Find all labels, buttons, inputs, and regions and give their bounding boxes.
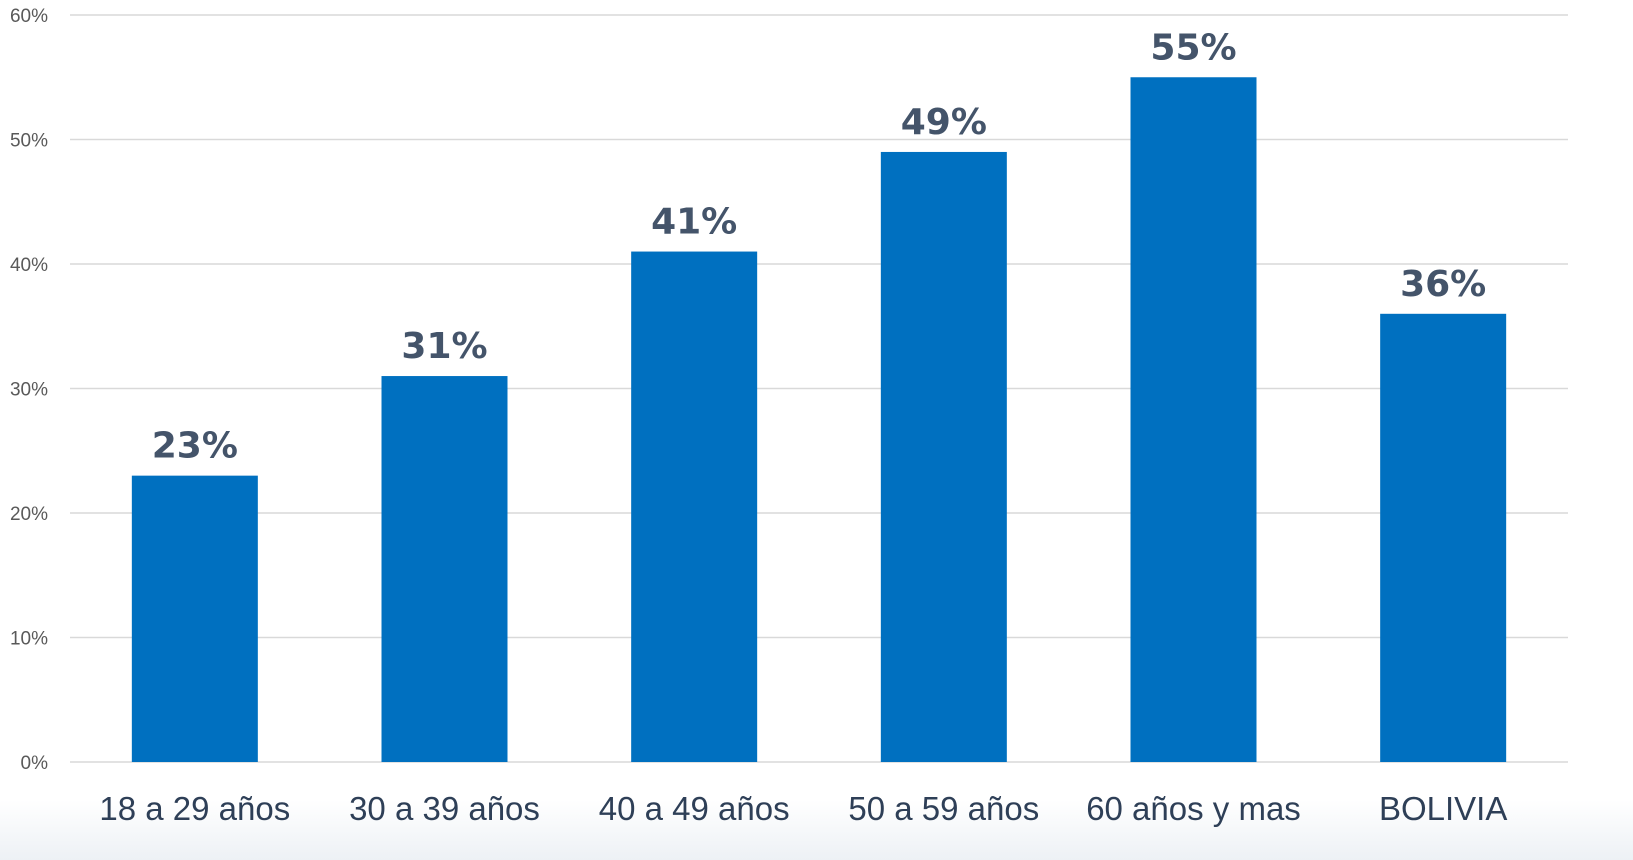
- x-tick-label: 50 a 59 años: [848, 790, 1039, 827]
- bottom-fade: [0, 800, 1633, 860]
- y-tick-label: 0%: [21, 753, 49, 774]
- data-label: 55%: [1150, 27, 1236, 68]
- bars: [131, 77, 1507, 763]
- bar: [1130, 77, 1257, 762]
- bar: [880, 151, 1007, 762]
- x-tick-label: BOLIVIA: [1379, 790, 1507, 827]
- bar: [1380, 313, 1507, 762]
- data-label: 31%: [401, 326, 487, 367]
- y-tick-label: 50%: [10, 131, 48, 152]
- x-tick-label: 60 años y mas: [1086, 790, 1301, 827]
- x-tick-label: 18 a 29 años: [99, 790, 290, 827]
- y-tick-label: 30%: [10, 380, 48, 401]
- y-axis-ticks: 0% 10% 20% 30% 40% 50% 60%: [10, 6, 48, 774]
- y-tick-label: 10%: [10, 629, 48, 650]
- y-tick-label: 40%: [10, 255, 48, 276]
- gridlines: [70, 14, 1568, 763]
- x-axis-ticks: 18 a 29 años 30 a 39 años 40 a 49 años 50 a…: [99, 790, 1507, 827]
- data-label: 41%: [651, 202, 737, 243]
- bar: [131, 475, 258, 762]
- bar: [381, 376, 508, 762]
- data-labels: 23% 31% 41% 49% 55% 36%: [152, 27, 1487, 466]
- y-tick-label: 60%: [10, 6, 48, 27]
- x-tick-label: 30 a 39 años: [349, 790, 540, 827]
- data-label: 49%: [901, 102, 987, 143]
- x-tick-label: 40 a 49 años: [599, 790, 790, 827]
- bar: [631, 251, 758, 763]
- y-tick-label: 20%: [10, 504, 48, 525]
- data-label: 36%: [1400, 264, 1486, 305]
- data-label: 23%: [152, 426, 238, 467]
